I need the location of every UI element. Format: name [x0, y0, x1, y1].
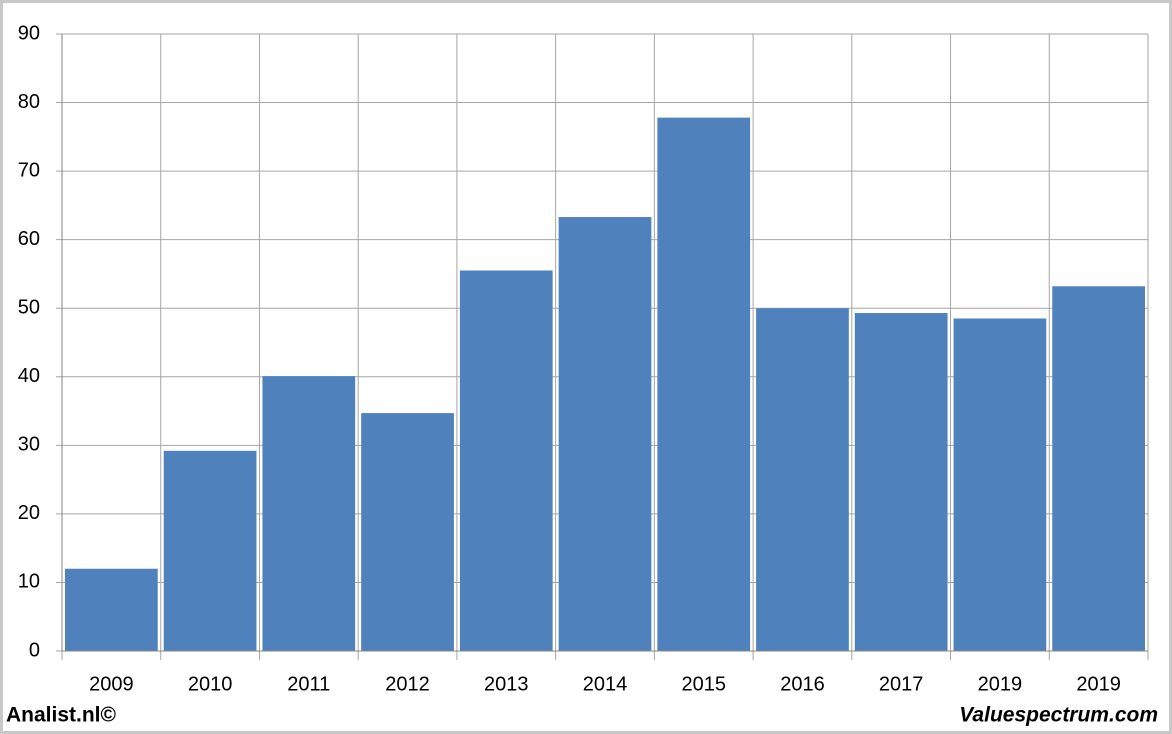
y-tick-label: 30 [18, 434, 40, 456]
bar [756, 308, 849, 651]
bar [854, 313, 948, 651]
x-tick-label: 2019 [978, 673, 1023, 695]
footer-left: Analist.nl© [6, 704, 117, 727]
y-tick-label: 60 [18, 228, 40, 250]
bar [163, 450, 257, 651]
x-tick-label: 2016 [780, 673, 825, 695]
x-tick-label: 2017 [879, 673, 924, 695]
bar [953, 318, 1047, 651]
x-tick-label: 2013 [484, 673, 529, 695]
bar [459, 270, 553, 651]
x-tick-label: 2012 [385, 673, 430, 695]
y-tick-label: 50 [18, 297, 40, 319]
footer-right: Valuespectrum.com [959, 704, 1158, 727]
x-tick-label: 2014 [583, 673, 628, 695]
bar [65, 568, 158, 651]
bar [1052, 286, 1145, 651]
x-tick-label: 2009 [89, 673, 134, 695]
y-tick-label: 20 [18, 502, 40, 524]
x-tick-label: 2015 [681, 673, 726, 695]
x-tick-label: 2019 [1076, 673, 1121, 695]
bar [558, 217, 652, 651]
y-tick-label: 10 [18, 571, 40, 593]
bar [361, 413, 454, 651]
bar [657, 117, 751, 652]
x-tick-label: 2011 [287, 673, 330, 695]
y-tick-label: 70 [18, 159, 40, 181]
x-tick-label: 2010 [188, 673, 233, 695]
y-tick-label: 0 [29, 639, 40, 661]
y-tick-label: 80 [18, 91, 40, 113]
y-tick-label: 40 [18, 365, 40, 387]
y-tick-label: 90 [18, 22, 40, 44]
bar [262, 376, 356, 651]
